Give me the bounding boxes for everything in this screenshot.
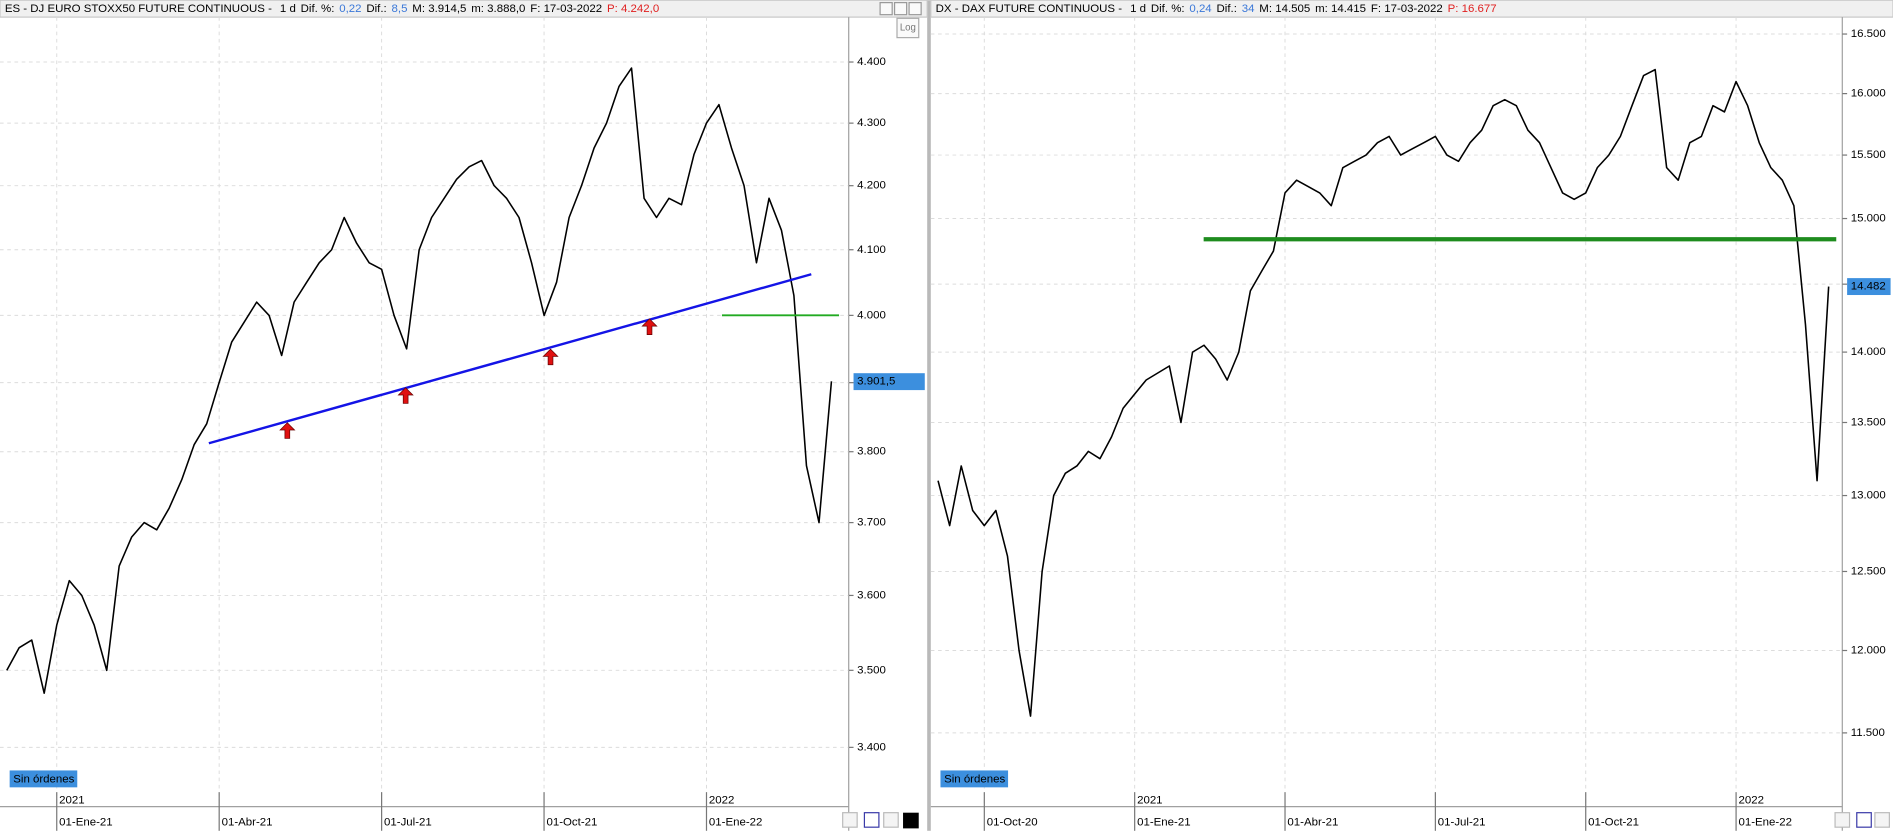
log-button[interactable] xyxy=(896,17,920,39)
x-tick-label: 01-Oct-20 xyxy=(987,816,1038,828)
header-field: m: 3.888,0 xyxy=(471,3,525,15)
icon[interactable] xyxy=(883,812,899,828)
header-field: M: 14.505 xyxy=(1259,3,1310,15)
last-price-label: 3.901,5 xyxy=(857,376,895,388)
annotations xyxy=(208,237,1837,445)
header-text: ES - DJ EURO STOXX50 FUTURE CONTINUOUS -… xyxy=(5,3,659,15)
arrow-up xyxy=(641,318,658,335)
icon[interactable] xyxy=(842,812,858,828)
x-tick-label: 01-Ene-22 xyxy=(1738,816,1792,828)
header-bar xyxy=(0,0,928,18)
year-label: 2022 xyxy=(709,795,734,807)
header-field: Dif. %: xyxy=(1151,3,1185,15)
x-tick-label: 01-Jul-21 xyxy=(1438,816,1486,828)
header-field: Dif.: xyxy=(1217,3,1237,15)
price-line xyxy=(6,67,833,694)
plots: ES - DJ EURO STOXX50 FUTURE CONTINUOUS -… xyxy=(0,3,1891,831)
header-field: ES - DJ EURO STOXX50 FUTURE CONTINUOUS - xyxy=(5,3,275,15)
header-field: Dif.: xyxy=(366,3,386,15)
save-icon[interactable] xyxy=(1856,812,1872,828)
y-tick-label: 4.300 xyxy=(857,117,886,129)
header-field: 34 xyxy=(1242,3,1255,15)
chart-panel: ES - DJ EURO STOXX50 FUTURE CONTINUOUS -… xyxy=(0,3,925,831)
orders-box xyxy=(9,770,78,788)
y-tick-label: 4.400 xyxy=(857,56,886,68)
header-field: F: 17-03-2022 xyxy=(530,3,602,15)
chart-panel: DX - DAX FUTURE CONTINUOUS - 1 d Dif. %: 0… xyxy=(930,3,1891,831)
header-field: DX - DAX FUTURE CONTINUOUS - xyxy=(936,3,1126,15)
orders-label: Sin órdenes xyxy=(944,774,1005,786)
x-tick-label: 01-Abr-21 xyxy=(1287,816,1338,828)
y-tick-label: 3.600 xyxy=(857,589,886,601)
x-tick-label: 01-Abr-21 xyxy=(222,816,273,828)
header-field: P: 4.242,0 xyxy=(607,3,659,15)
y-tick-label: 3.400 xyxy=(857,741,886,753)
header-field: Dif. %: xyxy=(301,3,335,15)
y-tick-label: 12.000 xyxy=(1851,645,1886,657)
header-field: 0,22 xyxy=(339,3,361,15)
x-tick-label: 01-Ene-22 xyxy=(709,816,763,828)
arrow-up xyxy=(279,422,296,439)
header-bar xyxy=(930,0,1893,18)
header-field: M: 3.914,5 xyxy=(412,3,466,15)
corner-icons[interactable] xyxy=(842,812,1890,829)
header-field: P: 16.677 xyxy=(1448,3,1497,15)
orders-box xyxy=(940,770,1009,788)
arrow-up xyxy=(542,348,559,366)
icon[interactable] xyxy=(1874,812,1890,828)
year-label: 2021 xyxy=(59,795,84,807)
y-tick-label: 13.500 xyxy=(1851,417,1886,429)
trend-line xyxy=(208,273,812,445)
window-controls[interactable] xyxy=(879,2,922,16)
x-tick-label: 01-Oct-21 xyxy=(546,816,597,828)
y-tick-label: 3.700 xyxy=(857,517,886,529)
year-label: 2021 xyxy=(1137,795,1162,807)
x-tick-label: 01-Jul-21 xyxy=(384,816,432,828)
last-price-box xyxy=(1847,278,1891,296)
y-tick-label: 3.800 xyxy=(857,446,886,458)
close-button[interactable] xyxy=(908,2,922,16)
y-tick-label: 11.500 xyxy=(1851,727,1885,739)
y-tick-label: 16.500 xyxy=(1851,28,1886,40)
y-tick-label: 16.000 xyxy=(1851,88,1886,100)
year-label: 2022 xyxy=(1738,795,1763,807)
maximize-button[interactable] xyxy=(893,2,908,16)
header-field: 0,24 xyxy=(1189,3,1212,15)
save-icon[interactable] xyxy=(863,812,880,828)
y-tick-label: 3.500 xyxy=(857,664,886,676)
header-text: DX - DAX FUTURE CONTINUOUS - 1 d Dif. %: 0… xyxy=(936,3,1497,15)
minimize-button[interactable] xyxy=(879,2,893,16)
y-tick-label: 15.000 xyxy=(1851,213,1886,225)
x-tick-label: 01-Ene-21 xyxy=(59,816,113,828)
panel-divider xyxy=(927,0,931,831)
header-field: m: 14.415 xyxy=(1315,3,1366,15)
x-tick-label: 01-Ene-21 xyxy=(1137,816,1191,828)
color-icon[interactable] xyxy=(903,812,919,829)
y-tick-label: 4.200 xyxy=(857,180,886,192)
y-tick-label: 4.100 xyxy=(857,244,886,256)
y-tick-label: 12.500 xyxy=(1851,566,1886,578)
y-tick-label: 15.500 xyxy=(1851,149,1886,161)
y-tick-label: 4.000 xyxy=(857,309,886,321)
header-field: 1 d xyxy=(280,3,296,15)
icon[interactable] xyxy=(1834,812,1851,828)
last-price-label: 14.482 xyxy=(1851,281,1886,293)
x-tick-label: 01-Oct-21 xyxy=(1588,816,1639,828)
header-field: 8,5 xyxy=(392,3,408,15)
price-line xyxy=(937,68,1830,717)
log-button-label[interactable]: Log xyxy=(900,23,916,34)
last-price-box xyxy=(853,373,925,391)
y-tick-label: 14.000 xyxy=(1851,346,1886,358)
y-tick-label: 13.000 xyxy=(1851,490,1886,502)
arrow-up xyxy=(397,387,414,404)
orders-label: Sin órdenes xyxy=(13,774,74,786)
header-field: 1 d xyxy=(1130,3,1146,15)
header-field: F: 17-03-2022 xyxy=(1371,3,1443,15)
